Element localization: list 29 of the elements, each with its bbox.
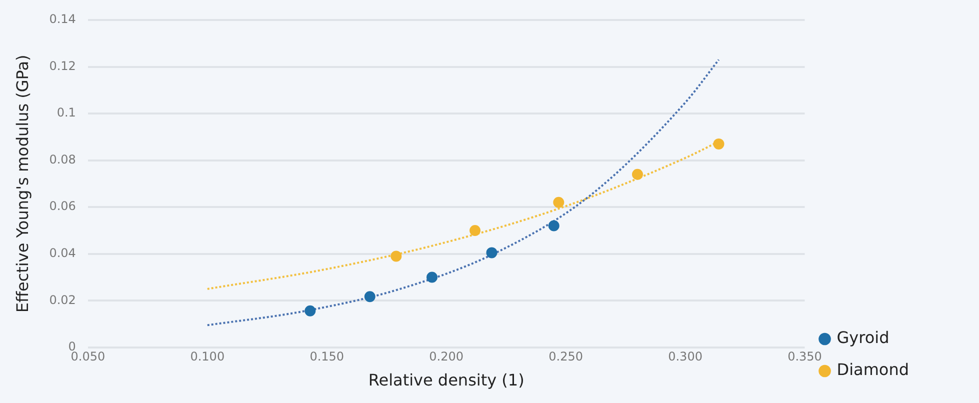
- point: [364, 291, 376, 302]
- point: [470, 224, 481, 236]
- y-tick-label: 0.14: [49, 12, 76, 26]
- line-series: [206, 58, 720, 326]
- y-tick-label: 0.1: [56, 106, 76, 120]
- point: [553, 196, 564, 208]
- x-tick-label: 0.300: [668, 350, 702, 364]
- y-tick-label: 0.04: [49, 246, 76, 260]
- point: [304, 305, 316, 316]
- point: [632, 168, 643, 180]
- y-tick-label: 0.12: [49, 58, 76, 73]
- y-tick-label: 0.08: [49, 152, 76, 166]
- x-axis-title: Relative density (1): [368, 370, 524, 390]
- legend-label: Gyroid: [836, 328, 890, 348]
- point: [486, 247, 498, 258]
- point: [390, 250, 402, 262]
- x-tick-label: 0.350: [788, 350, 822, 364]
- y-axis-title: Effective Young's modulus (GPa): [12, 54, 32, 313]
- y-tick-label: 0.02: [49, 292, 76, 307]
- x-tick-label: 0.200: [429, 350, 464, 364]
- point: [548, 220, 560, 232]
- point: [713, 138, 724, 150]
- x-tick-label: 0.150: [310, 350, 344, 364]
- y-tick-label: 0.06: [49, 199, 76, 214]
- x-tick-label: 0.250: [548, 350, 583, 364]
- x-tick-label: 0.100: [190, 350, 225, 364]
- point: [426, 272, 438, 283]
- x-tick-label: 0.050: [70, 350, 106, 364]
- legend-label: Diamond: [836, 360, 910, 380]
